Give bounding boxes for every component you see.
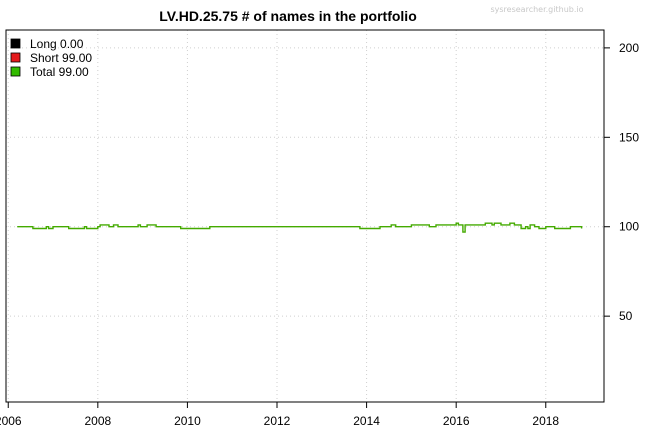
x-tick-label: 2018 (532, 414, 559, 428)
chart-title: LV.HD.25.75 # of names in the portfolio (159, 8, 417, 24)
legend: Long 0.00 Short 99.00 Total 99.00 (10, 37, 92, 79)
x-tick-label: 2010 (174, 414, 201, 428)
x-axis: 2006 2008 2010 2012 2014 2016 2018 (0, 402, 559, 428)
y-tick-label: 100 (619, 220, 639, 234)
y-tick-label: 50 (619, 309, 633, 323)
x-tick-label: 2014 (353, 414, 380, 428)
legend-label-total: Total 99.00 (30, 65, 89, 79)
series-layer (17, 222, 583, 233)
watermark: sysresearcher.github.io (490, 5, 583, 14)
x-tick-label: 2008 (84, 414, 111, 428)
legend-label-short: Short 99.00 (30, 51, 92, 65)
x-tick-label: 2016 (443, 414, 470, 428)
legend-label-long: Long 0.00 (30, 37, 84, 51)
legend-swatch-long (10, 38, 21, 49)
plot-frame (5, 29, 605, 403)
gridlines (6, 30, 604, 402)
y-axis: 50 100 150 200 (604, 41, 639, 323)
series-line-total (17, 222, 583, 233)
x-tick-label: 2012 (264, 414, 291, 428)
y-tick-label: 150 (619, 130, 639, 144)
legend-swatch-total (10, 66, 21, 77)
y-tick-label: 200 (619, 41, 639, 55)
x-tick-label: 2006 (0, 414, 22, 428)
legend-swatch-short (10, 52, 21, 63)
